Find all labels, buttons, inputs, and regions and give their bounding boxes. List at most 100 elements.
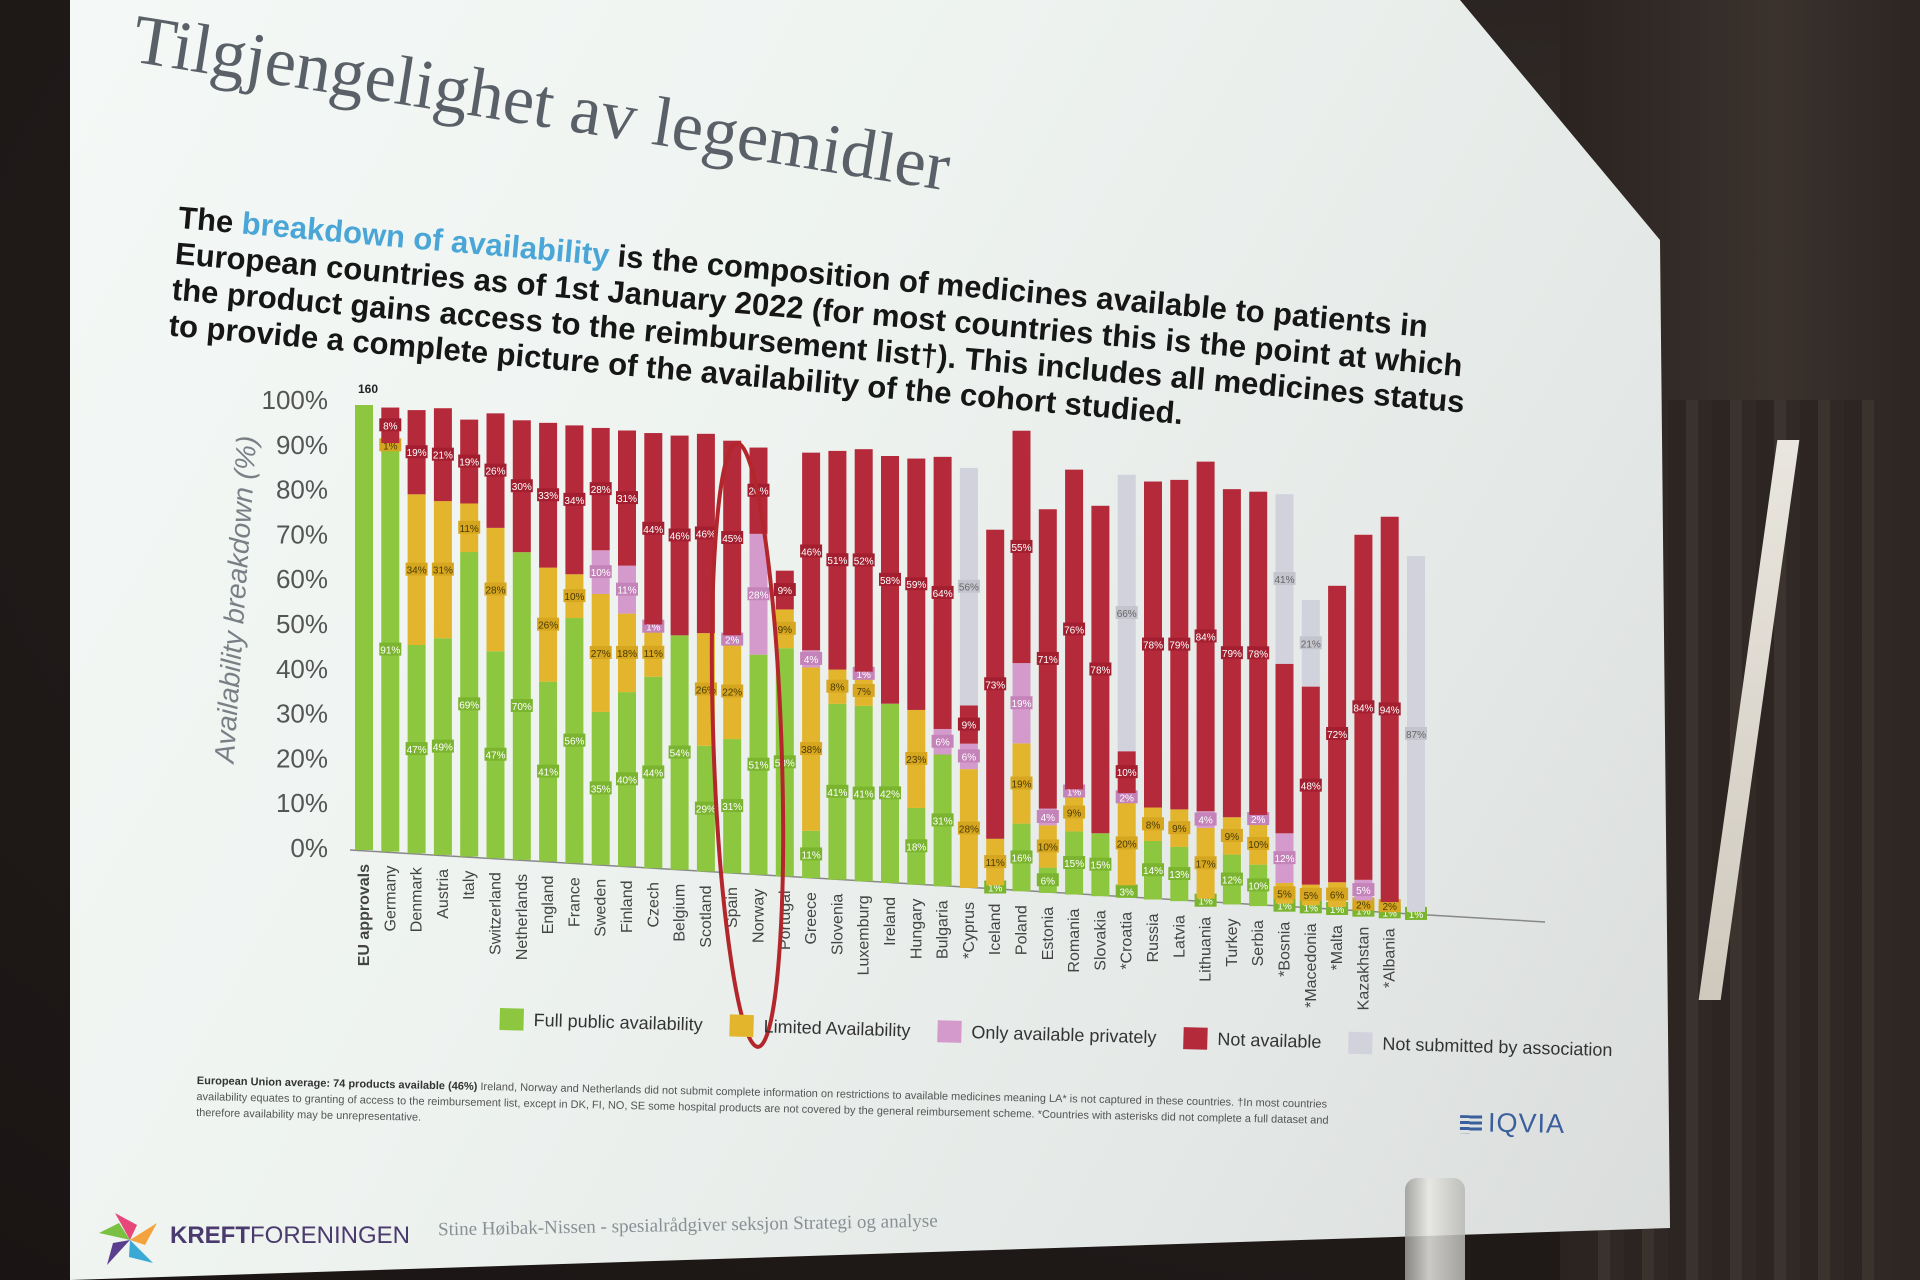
- data-label: 41%: [827, 788, 847, 799]
- data-label: 7%: [856, 687, 871, 698]
- data-label-bg: [721, 530, 744, 544]
- data-label: 66%: [1117, 609, 1137, 620]
- legend-swatch-not-submitted: [1348, 1031, 1373, 1055]
- data-label-bg: [563, 733, 586, 747]
- x-tick-label: Lithuania: [1198, 917, 1215, 982]
- data-label: 1%: [1304, 903, 1319, 914]
- x-tick-label: Hungary: [908, 899, 925, 959]
- x-tick-label: Belgium: [672, 884, 689, 942]
- data-label-bg: [431, 739, 454, 753]
- data-label-bg: [1036, 873, 1059, 887]
- data-label-bg: [668, 528, 691, 542]
- x-tick-label: Estonia: [1040, 907, 1057, 960]
- x-tick-label: England: [540, 876, 557, 935]
- data-label: 34%: [407, 566, 427, 577]
- y-tick-label: 0%: [290, 833, 328, 863]
- data-label-bg: [931, 813, 954, 827]
- data-label: 76%: [1064, 626, 1084, 637]
- data-label-bg: [642, 521, 665, 535]
- data-label: 9%: [778, 586, 793, 597]
- data-label-bg: [1142, 817, 1164, 831]
- data-label: 2%: [1119, 793, 1134, 804]
- data-label-bg: [379, 642, 402, 656]
- data-label-bg: [1115, 884, 1138, 898]
- data-label-bg: [1273, 572, 1296, 586]
- x-tick-label: Ireland: [882, 897, 899, 946]
- data-label-bg: [1194, 812, 1217, 826]
- data-label: 2%: [1251, 815, 1266, 826]
- data-label: 8%: [383, 421, 398, 432]
- data-label: 52%: [854, 556, 874, 567]
- legend-swatch-not-available: [1183, 1027, 1208, 1050]
- data-label: 11%: [644, 649, 663, 660]
- data-label-bg: [1036, 810, 1059, 824]
- data-label-bg: [405, 742, 428, 756]
- x-tick-label: Switzerland: [488, 872, 505, 955]
- x-tick-label: EU approvals: [356, 864, 373, 966]
- data-label: 1%: [1330, 905, 1345, 916]
- data-label: 70%: [512, 702, 532, 713]
- data-label: 28%: [591, 485, 611, 496]
- data-label-bg: [1352, 700, 1375, 714]
- data-label-bg: [668, 745, 691, 759]
- data-label: 41%: [854, 790, 874, 801]
- x-tick-label: Czech: [645, 882, 662, 927]
- data-label: 56%: [959, 583, 979, 594]
- x-tick-label: Norway: [751, 889, 768, 943]
- data-label: 84%: [1196, 632, 1216, 643]
- data-label: 12%: [1274, 854, 1294, 865]
- y-tick-label: 60%: [276, 564, 328, 594]
- data-label-bg: [458, 454, 481, 468]
- data-label-bg: [694, 526, 717, 540]
- legend-label-full: Full public availability: [533, 1009, 703, 1035]
- data-label-bg: [1115, 605, 1138, 619]
- x-tick-label: *Albania: [1382, 928, 1399, 988]
- data-label: 9%: [1067, 809, 1082, 820]
- data-label: 78%: [1143, 641, 1163, 652]
- data-label-bg: [773, 755, 796, 769]
- y-tick-label: 20%: [276, 743, 328, 773]
- data-label: 31%: [933, 816, 953, 827]
- data-label-bg: [537, 617, 560, 631]
- data-label: 42%: [880, 789, 900, 800]
- data-label-bg: [1036, 651, 1059, 665]
- data-label: 31%: [722, 802, 742, 813]
- data-label-bg: [1010, 696, 1033, 710]
- data-label: 18%: [617, 649, 637, 660]
- data-label: 1%: [383, 441, 398, 452]
- data-label: 10%: [1248, 840, 1268, 851]
- data-label-bg: [589, 645, 612, 659]
- x-tick-label: *Croatia: [1119, 912, 1136, 970]
- data-label-bg: [1247, 836, 1270, 850]
- data-label: 4%: [1041, 813, 1056, 824]
- data-label-bg: [1220, 828, 1243, 842]
- data-label: 10%: [591, 568, 611, 579]
- x-tick-label: Germany: [382, 866, 399, 932]
- iqvia-logo-text: IQVIA: [1487, 1107, 1566, 1139]
- norway-highlight-ellipse: [709, 441, 786, 1049]
- x-tick-label: Sweden: [593, 879, 610, 937]
- x-tick-label: *Macedonia: [1303, 923, 1320, 1008]
- data-label: 28%: [485, 586, 505, 597]
- bar-segment-full: [355, 405, 373, 850]
- data-label-bg: [694, 801, 717, 815]
- data-label-bg: [1352, 883, 1375, 897]
- data-label-bg: [852, 683, 875, 697]
- data-label: 11%: [617, 586, 636, 597]
- data-label: 79%: [1169, 641, 1189, 652]
- data-label-bg: [1220, 646, 1243, 660]
- water-bottle: [1405, 1178, 1465, 1280]
- data-label-bg: [721, 632, 744, 646]
- data-label-bg: [1299, 778, 1322, 792]
- x-tick-label: Serbia: [1250, 920, 1267, 966]
- data-label: 2%: [725, 636, 740, 647]
- data-label-bg: [1194, 629, 1217, 643]
- legend-item-full: Full public availability: [499, 1008, 703, 1036]
- data-label: 64%: [933, 589, 953, 600]
- data-label-bg: [1142, 863, 1164, 877]
- data-label-bg: [1247, 646, 1270, 660]
- data-label: 22%: [722, 687, 742, 698]
- data-label-bg: [1010, 776, 1033, 790]
- data-label-bg: [405, 562, 428, 576]
- data-label-bg: [826, 784, 849, 798]
